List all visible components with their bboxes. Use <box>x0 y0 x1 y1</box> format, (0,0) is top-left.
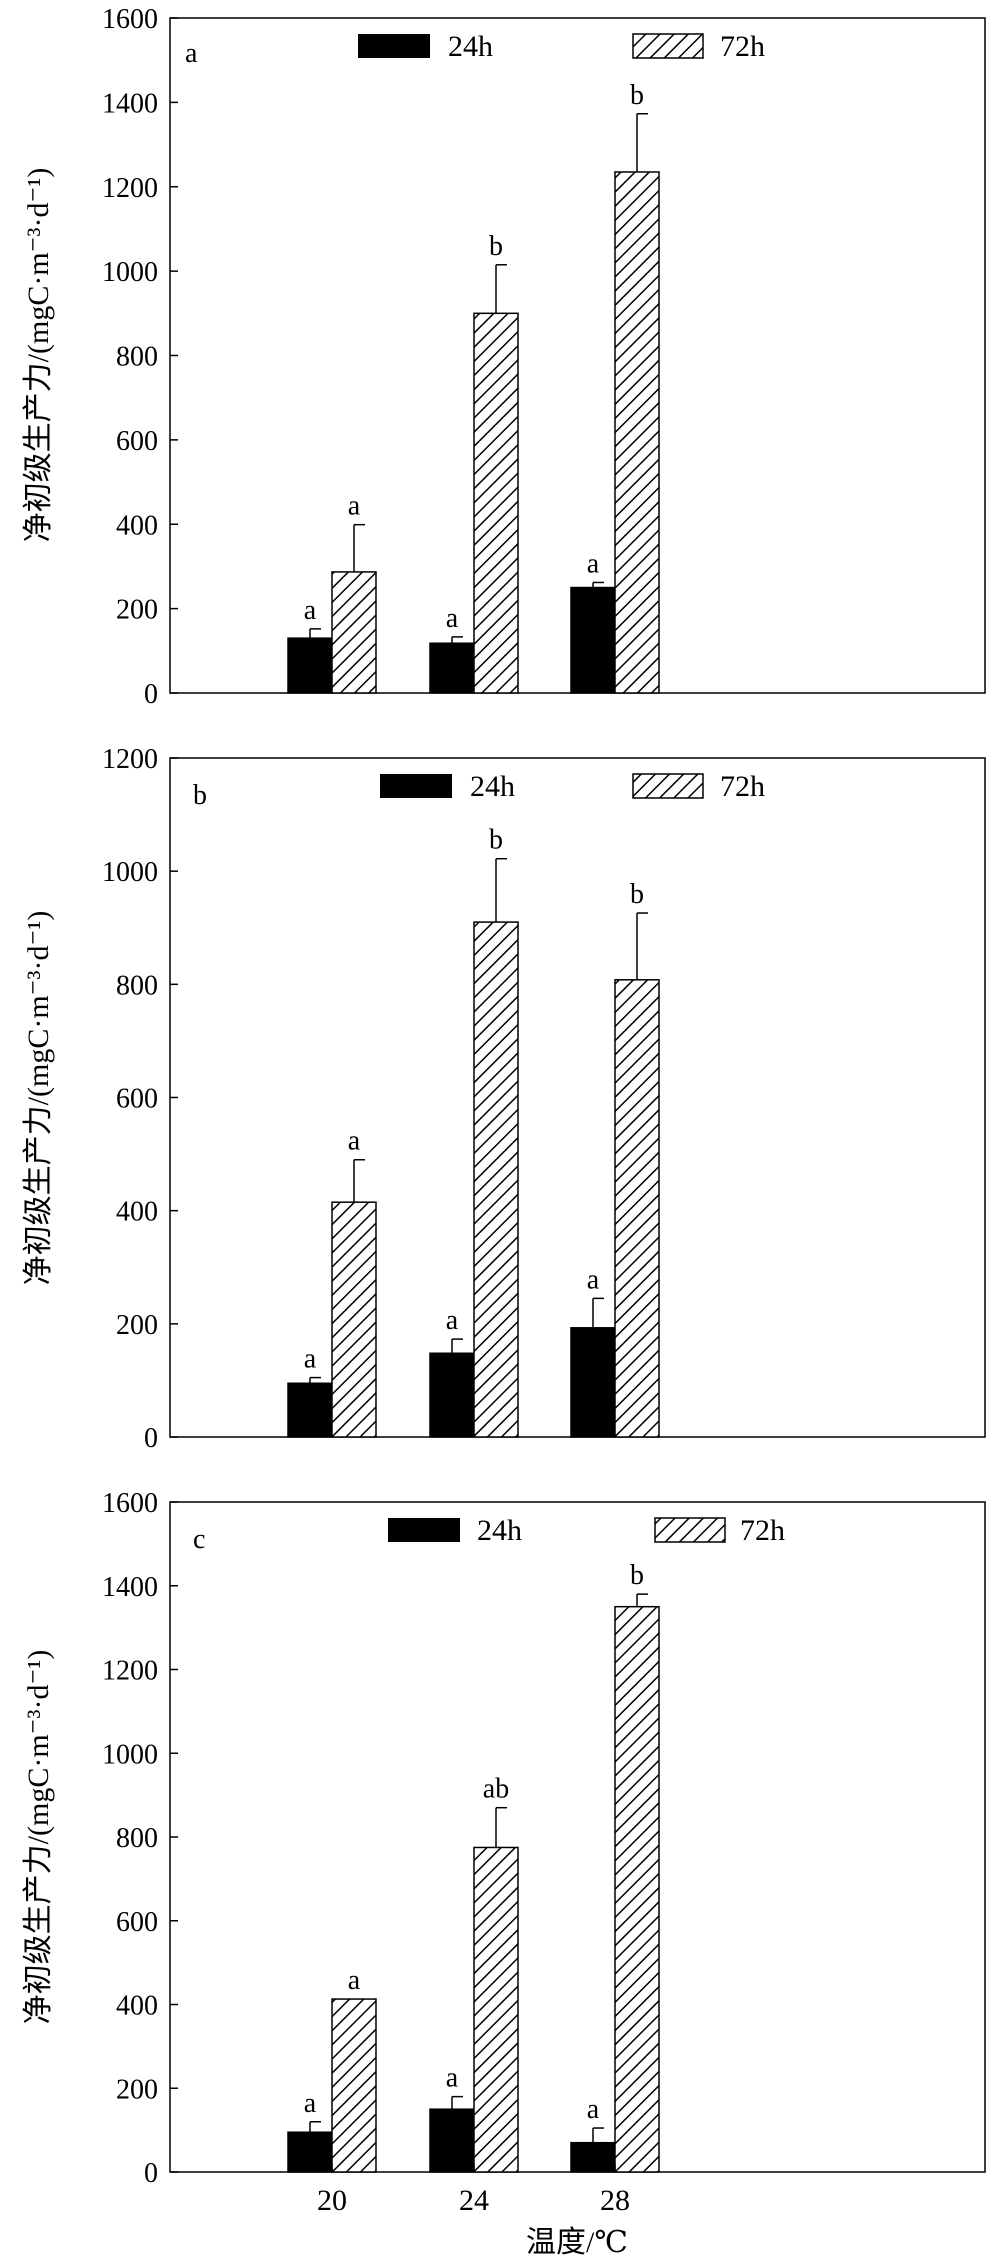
legend-label-72h: 72h <box>720 30 765 63</box>
bar-72h-20 <box>331 1201 377 1438</box>
bar-24h-28 <box>570 2141 616 2173</box>
bar-72h-24 <box>473 921 519 1438</box>
significance-letter: a <box>446 1305 459 1336</box>
x-tick-label: 28 <box>600 2184 630 2217</box>
significance-letter: a <box>348 491 361 522</box>
significance-letter: b <box>630 1560 644 1591</box>
bars: a a a a ab b <box>287 1560 660 2173</box>
panel-label: a <box>185 38 198 69</box>
y-tick-label: 400 <box>116 510 158 541</box>
bar-24h-20 <box>287 2131 333 2173</box>
bars: a a a a b b <box>287 825 660 1438</box>
y-tick-label: 400 <box>116 1197 158 1228</box>
significance-letter: a <box>304 2088 317 2119</box>
bar-24h-24 <box>429 1352 475 1438</box>
x-tick-label: 20 <box>317 2184 347 2217</box>
significance-letter: b <box>630 80 644 111</box>
y-ticks: 0 200 400 600 800 1000 1200 <box>102 744 178 1454</box>
panel-a: a 净初级生产力/(mgC·m⁻³·d⁻¹) 24h 72h 0 200 400 60… <box>22 4 986 710</box>
y-axis-label: 净初级生产力/(mgC·m⁻³·d⁻¹) <box>22 911 55 1286</box>
y-tick-label: 800 <box>116 342 158 373</box>
y-ticks: 0 200 400 600 800 1000 1200 1400 1600 <box>102 4 178 710</box>
panel-label: b <box>193 780 207 811</box>
significance-letter: b <box>489 231 503 262</box>
y-tick-label: 1600 <box>102 4 158 35</box>
y-ticks: 0 200 400 600 800 1000 1200 1400 1600 <box>102 1488 178 2189</box>
panel-label: c <box>193 1524 205 1555</box>
legend: 24h 72h <box>380 770 765 803</box>
legend: 24h 72h <box>388 1514 785 1547</box>
significance-letter: a <box>587 1264 600 1295</box>
panel-c: c 净初级生产力/(mgC·m⁻³·d⁻¹) 24h 72h 0 200 400 60… <box>22 1488 986 2259</box>
y-tick-label: 1000 <box>102 1739 158 1770</box>
y-tick-label: 200 <box>116 2074 158 2105</box>
significance-letter: a <box>587 548 600 579</box>
significance-letter: ab <box>483 1774 509 1805</box>
y-tick-label: 400 <box>116 1991 158 2022</box>
bar-24h-24 <box>429 642 475 694</box>
significance-letter: a <box>348 1965 361 1996</box>
y-tick-label: 600 <box>116 1907 158 1938</box>
bar-72h-20 <box>331 571 377 694</box>
legend-swatch-24h <box>388 1518 460 1542</box>
y-tick-label: 1200 <box>102 173 158 204</box>
significance-letter: b <box>489 825 503 856</box>
bar-72h-28 <box>614 979 660 1438</box>
y-tick-label: 1400 <box>102 88 158 119</box>
bar-24h-28 <box>570 586 616 694</box>
y-tick-label: 1600 <box>102 1488 158 1519</box>
y-tick-label: 800 <box>116 970 158 1001</box>
bar-72h-24 <box>473 1846 519 2173</box>
bar-24h-28 <box>570 1327 616 1438</box>
bar-72h-20 <box>331 1998 377 2173</box>
plot-frame <box>169 1501 986 2173</box>
y-tick-label: 600 <box>116 1084 158 1115</box>
x-tick-label: 24 <box>459 2184 489 2217</box>
bar-24h-20 <box>287 637 333 694</box>
y-tick-label: 800 <box>116 1823 158 1854</box>
y-tick-label: 1200 <box>102 1656 158 1687</box>
y-tick-label: 1000 <box>102 257 158 288</box>
y-tick-label: 0 <box>144 679 158 710</box>
significance-letter: a <box>348 1126 361 1157</box>
legend-swatch-72h <box>654 1517 726 1543</box>
significance-letter: a <box>446 603 459 634</box>
y-tick-label: 0 <box>144 2158 158 2189</box>
legend-swatch-72h <box>632 33 704 59</box>
y-tick-label: 600 <box>116 426 158 457</box>
legend: 24h 72h <box>358 30 765 63</box>
panel-b: b 净初级生产力/(mgC·m⁻³·d⁻¹) 24h 72h 0 200 400 60… <box>22 744 986 1454</box>
legend-swatch-72h <box>632 773 704 799</box>
y-tick-label: 1200 <box>102 744 158 775</box>
legend-label-24h: 24h <box>448 30 493 63</box>
y-axis-label: 净初级生产力/(mgC·m⁻³·d⁻¹) <box>22 1650 55 2025</box>
y-tick-label: 200 <box>116 1310 158 1341</box>
bar-72h-28 <box>614 1605 660 2173</box>
legend-label-24h: 24h <box>470 770 515 803</box>
legend-label-72h: 72h <box>720 770 765 803</box>
y-axis-label: 净初级生产力/(mgC·m⁻³·d⁻¹) <box>22 168 55 543</box>
bar-72h-24 <box>473 312 519 694</box>
significance-letter: a <box>304 1344 317 1375</box>
significance-letter: b <box>630 879 644 910</box>
y-tick-label: 200 <box>116 595 158 626</box>
legend-swatch-24h <box>358 34 430 58</box>
significance-letter: a <box>304 595 317 626</box>
bar-72h-28 <box>614 171 660 694</box>
bar-24h-20 <box>287 1382 333 1438</box>
y-tick-label: 1000 <box>102 857 158 888</box>
x-ticks: 20 24 28 <box>317 2164 630 2217</box>
bar-24h-24 <box>429 2108 475 2173</box>
y-tick-label: 0 <box>144 1423 158 1454</box>
significance-letter: a <box>446 2063 459 2094</box>
legend-swatch-24h <box>380 774 452 798</box>
significance-letter: a <box>587 2094 600 2125</box>
y-tick-label: 1400 <box>102 1572 158 1603</box>
legend-label-24h: 24h <box>477 1514 522 1547</box>
bars: a a a a b b <box>287 80 660 694</box>
legend-label-72h: 72h <box>740 1514 785 1547</box>
x-axis-label: 温度/℃ <box>526 2226 628 2259</box>
